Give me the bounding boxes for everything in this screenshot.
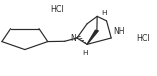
Polygon shape — [87, 30, 98, 44]
Text: H: H — [82, 50, 87, 56]
Text: H: H — [101, 10, 107, 16]
Text: HCl: HCl — [136, 34, 150, 43]
Text: NH: NH — [114, 27, 125, 36]
Text: HCl: HCl — [51, 5, 64, 14]
Text: N: N — [70, 34, 76, 43]
